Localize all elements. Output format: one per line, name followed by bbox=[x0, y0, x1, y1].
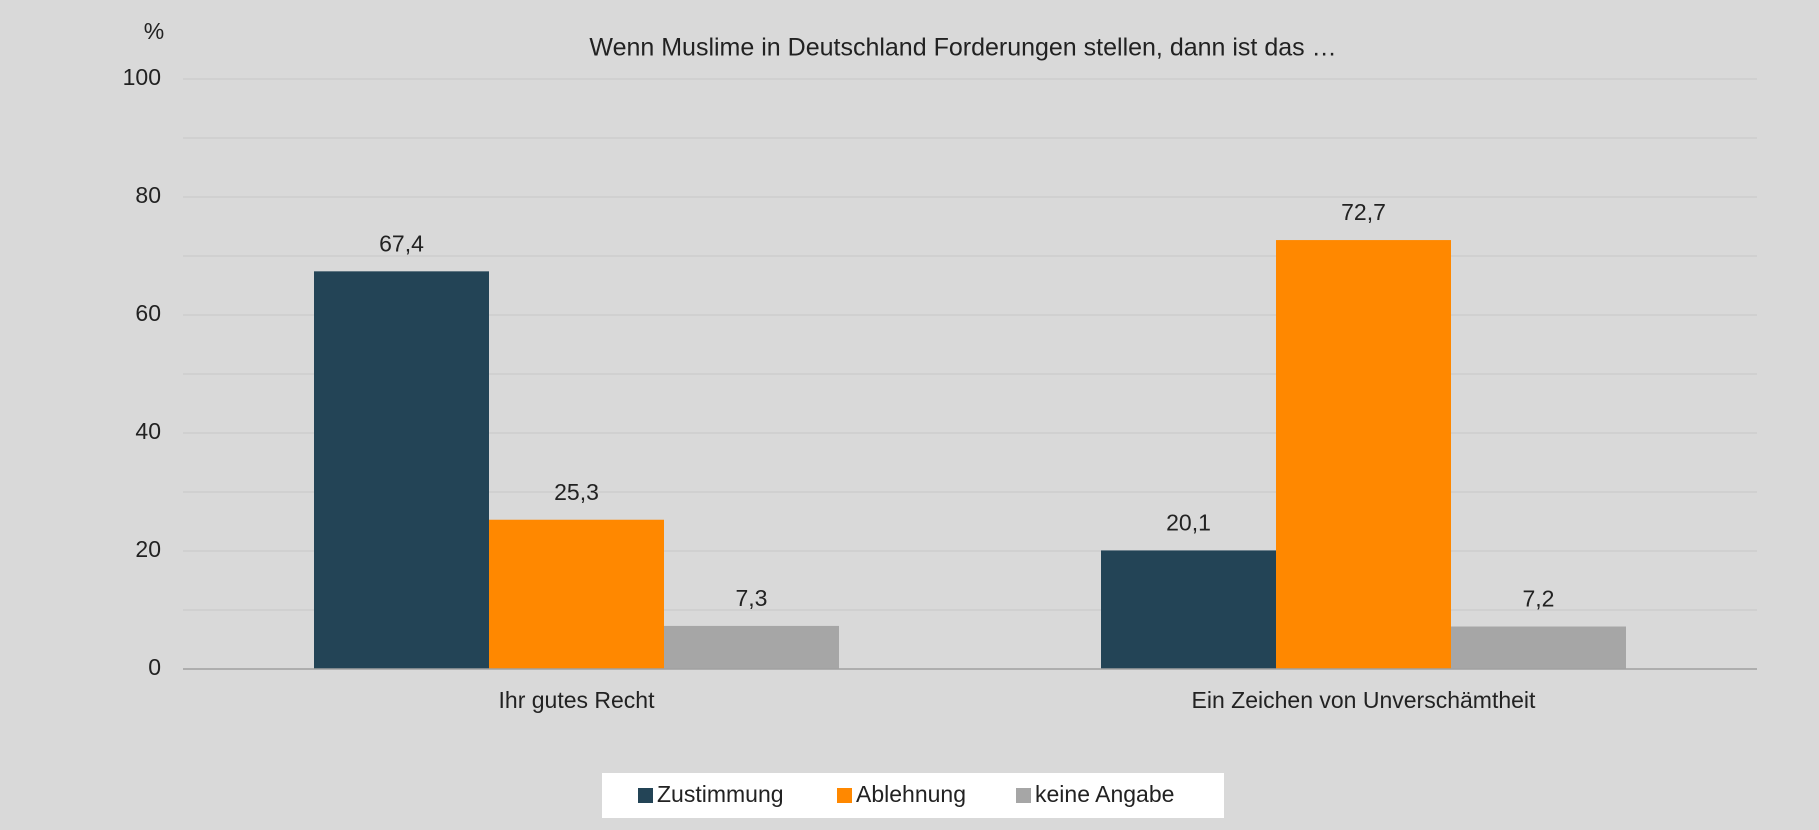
data-label: 72,7 bbox=[1341, 199, 1386, 225]
y-tick-label: 100 bbox=[123, 64, 161, 90]
y-tick-label: 0 bbox=[148, 654, 161, 680]
legend-label: keine Angabe bbox=[1035, 781, 1174, 807]
legend-box bbox=[602, 773, 1224, 818]
bar bbox=[489, 519, 664, 669]
y-tick-label: 60 bbox=[135, 300, 161, 326]
data-label: 7,2 bbox=[1523, 586, 1555, 612]
x-tick-label: Ihr gutes Recht bbox=[499, 687, 656, 713]
x-tick-label: Ein Zeichen von Unverschämtheit bbox=[1192, 687, 1536, 713]
data-label: 25,3 bbox=[554, 479, 599, 505]
legend-label: Ablehnung bbox=[856, 781, 966, 807]
data-label: 7,3 bbox=[736, 585, 768, 611]
y-axis-label: % bbox=[144, 18, 164, 44]
y-tick-label: 20 bbox=[135, 536, 161, 562]
data-label: 20,1 bbox=[1166, 509, 1211, 535]
chart-title: Wenn Muslime in Deutschland Forderungen … bbox=[589, 34, 1336, 62]
y-tick-label: 80 bbox=[135, 182, 161, 208]
bar bbox=[1276, 240, 1451, 669]
bar bbox=[314, 271, 489, 669]
bar bbox=[664, 625, 839, 669]
bar bbox=[1451, 626, 1626, 669]
bar bbox=[1101, 550, 1276, 669]
data-label: 67,4 bbox=[379, 230, 424, 256]
legend-swatch bbox=[837, 788, 852, 803]
y-tick-label: 40 bbox=[135, 418, 161, 444]
legend-swatch bbox=[1016, 788, 1031, 803]
legend-label: Zustimmung bbox=[657, 781, 784, 807]
legend-swatch bbox=[638, 788, 653, 803]
